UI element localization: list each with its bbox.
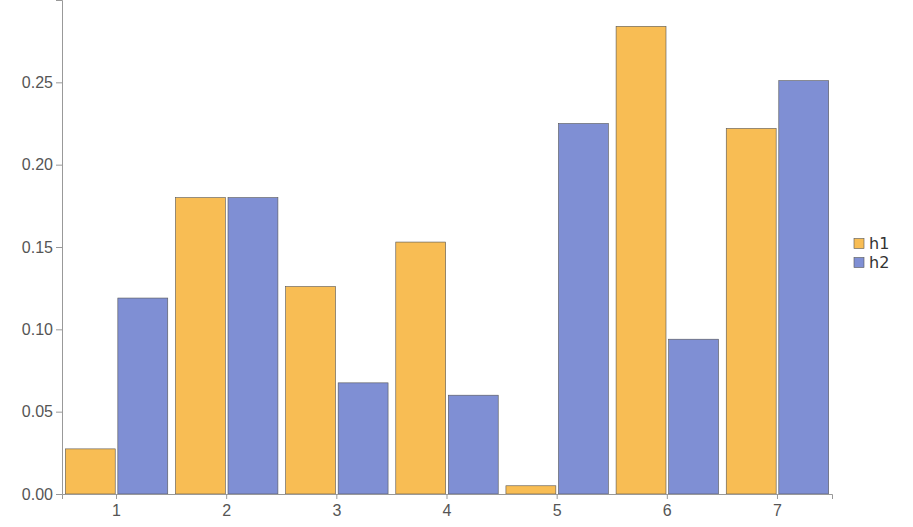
bar <box>396 242 446 494</box>
bar <box>118 298 168 494</box>
x-tick: 4 <box>443 494 452 519</box>
x-tick-mark <box>667 494 668 499</box>
x-tick-mark <box>447 494 448 499</box>
bar <box>228 198 278 494</box>
x-tick: 6 <box>663 494 672 519</box>
legend-swatch <box>854 258 864 268</box>
y-tick-mark <box>56 494 62 495</box>
y-tick: 0.05 <box>22 403 62 420</box>
x-tick-label: 7 <box>773 502 782 519</box>
y-tick-mark <box>56 165 62 166</box>
bar <box>448 395 498 494</box>
y-tick-label: 0.00 <box>22 486 53 503</box>
y-tick-label: 0.05 <box>22 403 53 420</box>
legend-swatch <box>854 239 864 249</box>
x-axis: 1 2 3 4 5 6 7 <box>63 494 833 519</box>
x-tick: 2 <box>222 494 231 519</box>
bar <box>506 486 556 494</box>
y-tick-label: 0.25 <box>22 74 53 91</box>
bar <box>175 198 225 494</box>
x-tick: 3 <box>332 494 341 519</box>
y-axis-line <box>56 1 63 495</box>
x-tick-mark <box>557 494 558 499</box>
x-tick-label: 6 <box>663 502 672 519</box>
y-tick: 0.15 <box>22 239 62 256</box>
y-tick: 0.20 <box>22 156 62 173</box>
y-tick-mark <box>56 247 62 248</box>
y-tick: 0.25 <box>22 74 62 91</box>
chart: 0.00 0.05 0.10 0.15 0.20 0.25 1 2 3 4 5 6 7 h1h2 <box>0 0 913 527</box>
bar <box>616 26 666 494</box>
y-tick-label: 0.10 <box>22 321 53 338</box>
bar <box>779 81 829 494</box>
bar <box>669 339 719 494</box>
y-tick: 0.10 <box>22 321 62 338</box>
series <box>65 26 776 494</box>
y-axis: 0.00 0.05 0.10 0.15 0.20 0.25 <box>22 1 63 503</box>
bars <box>65 26 828 494</box>
y-tick-label: 0.20 <box>22 156 53 173</box>
bar <box>558 124 608 495</box>
legend-item: h1 <box>854 234 889 253</box>
series <box>118 81 829 494</box>
x-tick-label: 4 <box>443 502 452 519</box>
plot: 0.00 0.05 0.10 0.15 0.20 0.25 1 2 3 4 5 6 7 <box>22 1 833 520</box>
x-axis-line <box>63 495 833 500</box>
bar <box>65 449 115 494</box>
legend-item: h2 <box>854 253 889 272</box>
x-tick-mark <box>116 494 117 499</box>
bar <box>286 287 336 494</box>
y-tick-label: 0.15 <box>22 239 53 256</box>
x-tick-label: 2 <box>222 502 231 519</box>
x-tick-label: 1 <box>112 502 121 519</box>
x-tick-label: 5 <box>553 502 562 519</box>
legend: h1h2 <box>854 234 889 272</box>
x-tick-mark <box>226 494 227 499</box>
x-tick-mark <box>336 494 337 499</box>
x-tick-mark <box>777 494 778 499</box>
bar <box>726 128 776 494</box>
y-tick-mark <box>56 412 62 413</box>
y-tick-mark <box>56 329 62 330</box>
x-tick: 1 <box>112 494 121 519</box>
y-tick-mark <box>56 82 62 83</box>
legend-label: h2 <box>869 253 889 272</box>
x-tick: 5 <box>553 494 562 519</box>
legend-label: h1 <box>869 234 889 253</box>
y-tick: 0.00 <box>22 486 62 503</box>
x-tick-label: 3 <box>332 502 341 519</box>
x-tick: 7 <box>773 494 782 519</box>
bar <box>338 383 388 494</box>
